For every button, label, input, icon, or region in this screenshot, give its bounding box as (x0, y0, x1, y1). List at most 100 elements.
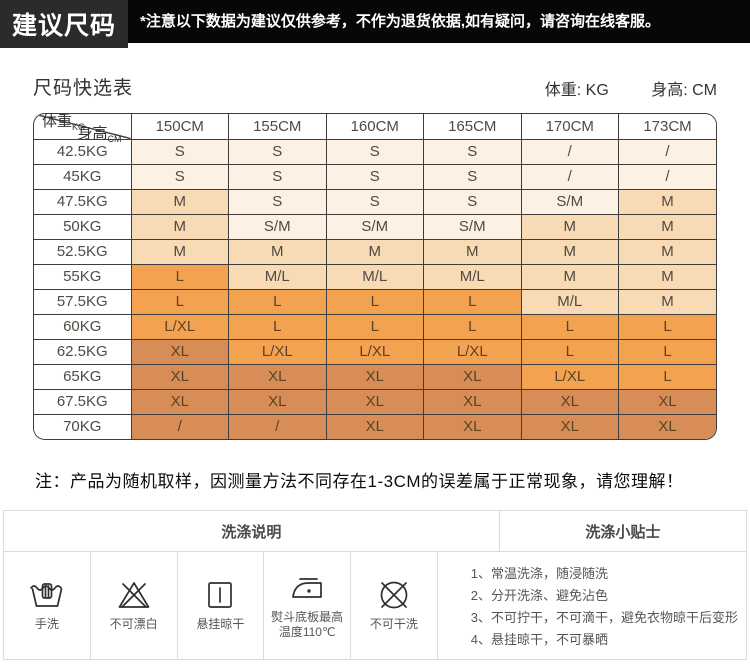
size-cell: M (520, 263, 619, 290)
diagonal-divider (34, 114, 131, 139)
size-cell: L (520, 313, 619, 340)
care-symbol: 熨斗底板最高温度110℃ (264, 552, 351, 659)
care-left-title: 洗涤说明 (4, 511, 500, 551)
table-row: 65KG XL XL XL XL L/XL L (34, 363, 716, 390)
weight-label: 42.5KG (34, 138, 132, 165)
size-cell: S (228, 188, 327, 215)
weight-label: 57.5KG (34, 288, 132, 315)
size-cell: L (520, 338, 619, 365)
size-cell: XL (423, 363, 522, 390)
care-tip-line: 3、不可拧干，不可滴干，避免衣物晾干后变形 (470, 610, 738, 625)
weight-label: 62.5KG (34, 338, 132, 365)
care-tip-line: 1、常温洗涤，随浸随洗 (470, 566, 608, 581)
table-row: 60KG L/XL L L L L L (34, 313, 716, 340)
size-cell: S (325, 188, 424, 215)
size-cell: M (618, 238, 716, 265)
size-cell: L/XL (228, 338, 327, 365)
height-column-header: 155CM (228, 114, 327, 140)
size-cell: L/XL (520, 363, 619, 390)
top-banner: 建议尺码 *注意以下数据为建议仅供参考，不作为退货依据,如有疑问，请咨询在线客服… (0, 0, 750, 48)
size-cell: M (618, 288, 716, 315)
care-symbol: 悬挂晾干 (178, 552, 265, 659)
size-cell: S/M (325, 213, 424, 240)
size-table-header-row: 身高CM 体重KG 150CM 155CM 160CM 165CM 170CM 173CM (34, 113, 716, 144)
no-dry-clean-icon (376, 579, 412, 611)
weight-label: 55KG (34, 263, 132, 290)
banner-note: *注意以下数据为建议仅供参考，不作为退货依据,如有疑问，请咨询在线客服。 (140, 13, 661, 30)
size-cell: S (423, 163, 522, 190)
size-cell: L/XL (130, 313, 229, 340)
weight-label: 47.5KG (34, 188, 132, 215)
size-cell: XL (520, 388, 619, 415)
size-cell: XL (618, 413, 716, 439)
size-cell: XL (520, 413, 619, 439)
size-cell: L (423, 288, 522, 315)
corner-height-label: 身高CM (77, 125, 122, 144)
size-cell: M (130, 238, 229, 265)
size-cell: M/L (423, 263, 522, 290)
size-cell: S/M (423, 213, 522, 240)
table-row: 62.5KG XL L/XL L/XL L/XL L L (34, 338, 716, 365)
unit-weight-label: 体重: KG (544, 82, 609, 99)
table-row: 47.5KG M S S S S/M M (34, 188, 716, 215)
size-cell: M/L (325, 263, 424, 290)
size-cell: XL (423, 388, 522, 415)
size-table-title: 尺码快选表 (33, 78, 134, 99)
size-cell: L/XL (423, 338, 522, 365)
size-cell: L (618, 363, 716, 390)
table-row: 70KG / / XL XL XL XL (34, 413, 716, 439)
corner-weight-label: 体重KG (42, 113, 86, 132)
weight-label: 70KG (34, 413, 132, 439)
care-tips: 1、常温洗涤，随浸随洗 2、分开洗涤、避免沾色 3、不可拧干，不可滴干，避免衣物晾干… (438, 552, 746, 659)
size-cell: XL (130, 388, 229, 415)
care-right-title: 洗涤小贴士 (585, 523, 661, 541)
size-units: 体重: KG 身高: CM (507, 76, 717, 100)
size-cell: XL (228, 363, 327, 390)
size-cell: XL (325, 363, 424, 390)
size-cell: / (520, 138, 619, 165)
size-cell: S (130, 138, 229, 165)
height-column-header: 165CM (423, 114, 522, 140)
size-cell: L (228, 288, 327, 315)
table-row: 45KG S S S S / / (34, 163, 716, 190)
weight-label: 52.5KG (34, 238, 132, 265)
size-cell: L (423, 313, 522, 340)
size-cell: XL (325, 413, 424, 439)
size-cell: S/M (520, 188, 619, 215)
size-cell: L/XL (325, 338, 424, 365)
care-tip-line: 4、悬挂晾干，不可暴晒 (470, 632, 608, 647)
size-cell: M (423, 238, 522, 265)
size-cell: L (325, 288, 424, 315)
care-tip-line: 2、分开洗涤、避免沾色 (470, 588, 608, 603)
table-row: 55KG L M/L M/L M/L M M (34, 263, 716, 290)
weight-label: 45KG (34, 163, 132, 190)
size-cell: XL (130, 338, 229, 365)
height-column-header: 160CM (325, 114, 424, 140)
size-cell: M (618, 188, 716, 215)
sample-note: 注：产品为随机取样，因测量方法不同存在1-3CM的误差属于正常现象，请您理解！ (35, 472, 684, 491)
unit-height-label: 身高: CM (651, 82, 717, 99)
size-cell: L (325, 313, 424, 340)
height-column-header: 173CM (618, 114, 716, 140)
care-symbol: 手洗 (4, 552, 91, 659)
size-cell: M (618, 263, 716, 290)
size-cell: S (325, 138, 424, 165)
size-cell: / (520, 163, 619, 190)
weight-label: 65KG (34, 363, 132, 390)
size-cell: M/L (228, 263, 327, 290)
size-cell: S (228, 163, 327, 190)
weight-label: 67.5KG (34, 388, 132, 415)
care-symbol-label: 熨斗底板最高温度110℃ (271, 609, 344, 639)
size-cell: / (130, 413, 229, 439)
size-cell: XL (228, 388, 327, 415)
size-cell: M (520, 238, 619, 265)
care-symbol-label: 不可漂白 (109, 617, 158, 631)
care-symbols: 手洗 不可漂白 悬挂晾干 熨斗底板最高温度110℃ 不可干洗 (4, 552, 438, 659)
size-cell: M (228, 238, 327, 265)
size-cell: S/M (228, 213, 327, 240)
weight-label: 60KG (34, 313, 132, 340)
hand-wash-icon (29, 579, 65, 611)
table-row: 52.5KG M M M M M M (34, 238, 716, 265)
height-column-header: 150CM (130, 114, 229, 140)
care-table: 洗涤说明 洗涤小贴士 手洗 不可漂白 悬挂晾干 熨斗底板最高温度110℃ 不可干洗 1、… (3, 510, 747, 660)
